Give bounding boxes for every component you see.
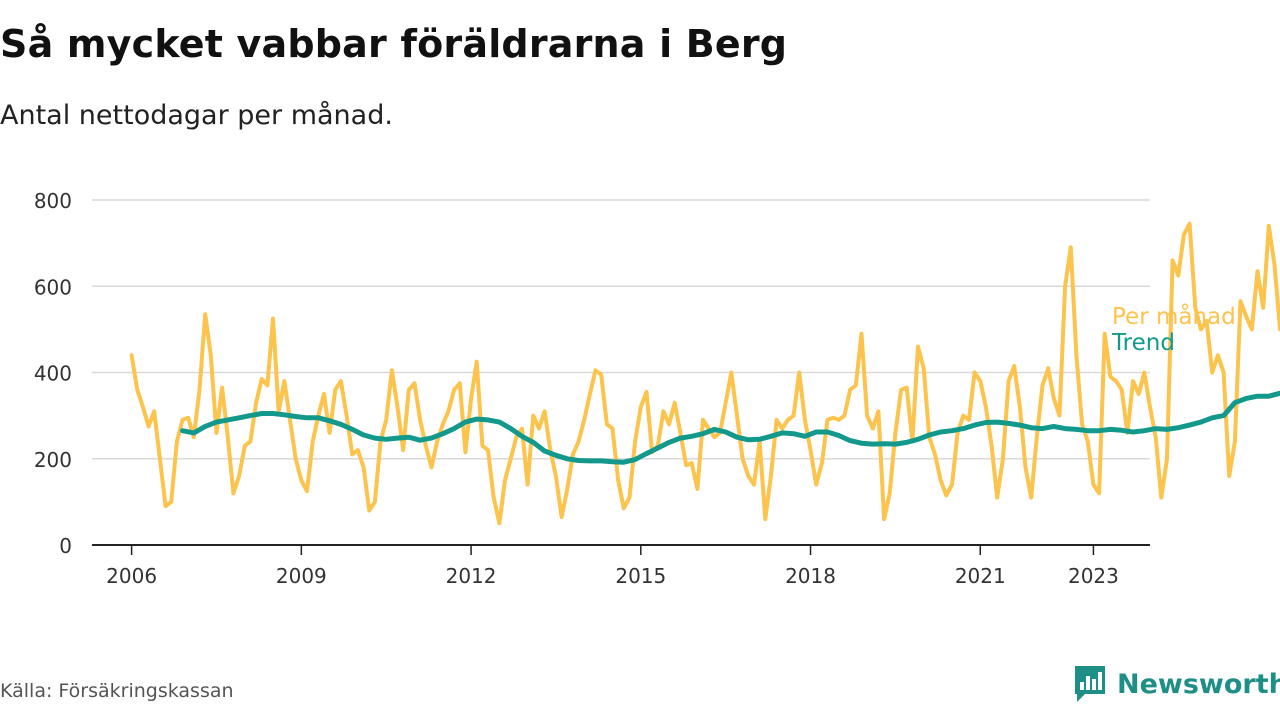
x-tick-label-2023: 2023 — [1068, 564, 1119, 588]
series-line-per-m-nad — [129, 221, 1280, 526]
brand-name: Newsworthy — [1117, 668, 1280, 700]
y-tick-label-400: 400 — [34, 362, 72, 386]
x-tick-label-2009: 2009 — [276, 564, 327, 588]
series-line-trend — [180, 390, 1280, 465]
brand[interactable]: Newsworthy — [1073, 664, 1280, 704]
x-axis: 2006 2009 2012 2015 2018 2021 2023 — [92, 544, 1150, 588]
x-tick-label-2021: 2021 — [955, 564, 1006, 588]
y-tick-label-0: 0 — [59, 534, 72, 558]
y-axis-ticks: 0 200 400 600 800 — [34, 189, 72, 558]
series-label-per-m-nad: Per månad — [1112, 302, 1236, 330]
y-tick-label-800: 800 — [34, 189, 72, 213]
chart-subtitle: Antal nettodagar per månad. — [0, 100, 393, 131]
x-tick-label-2018: 2018 — [785, 564, 836, 588]
y-tick-label-200: 200 — [34, 448, 72, 472]
y-tick-label-600: 600 — [34, 275, 72, 299]
x-tick-label-2015: 2015 — [615, 564, 666, 588]
newsworthy-logo-icon — [1075, 666, 1105, 702]
x-tick-label-2006: 2006 — [106, 564, 157, 588]
chart-title: Så mycket vabbar föräldrarna i Berg — [0, 22, 788, 66]
source-note: Källa: Försäkringskassan — [0, 680, 234, 702]
x-tick-label-2012: 2012 — [446, 564, 497, 588]
series-label-trend: Trend — [1111, 330, 1175, 356]
series-lines — [129, 221, 1280, 526]
